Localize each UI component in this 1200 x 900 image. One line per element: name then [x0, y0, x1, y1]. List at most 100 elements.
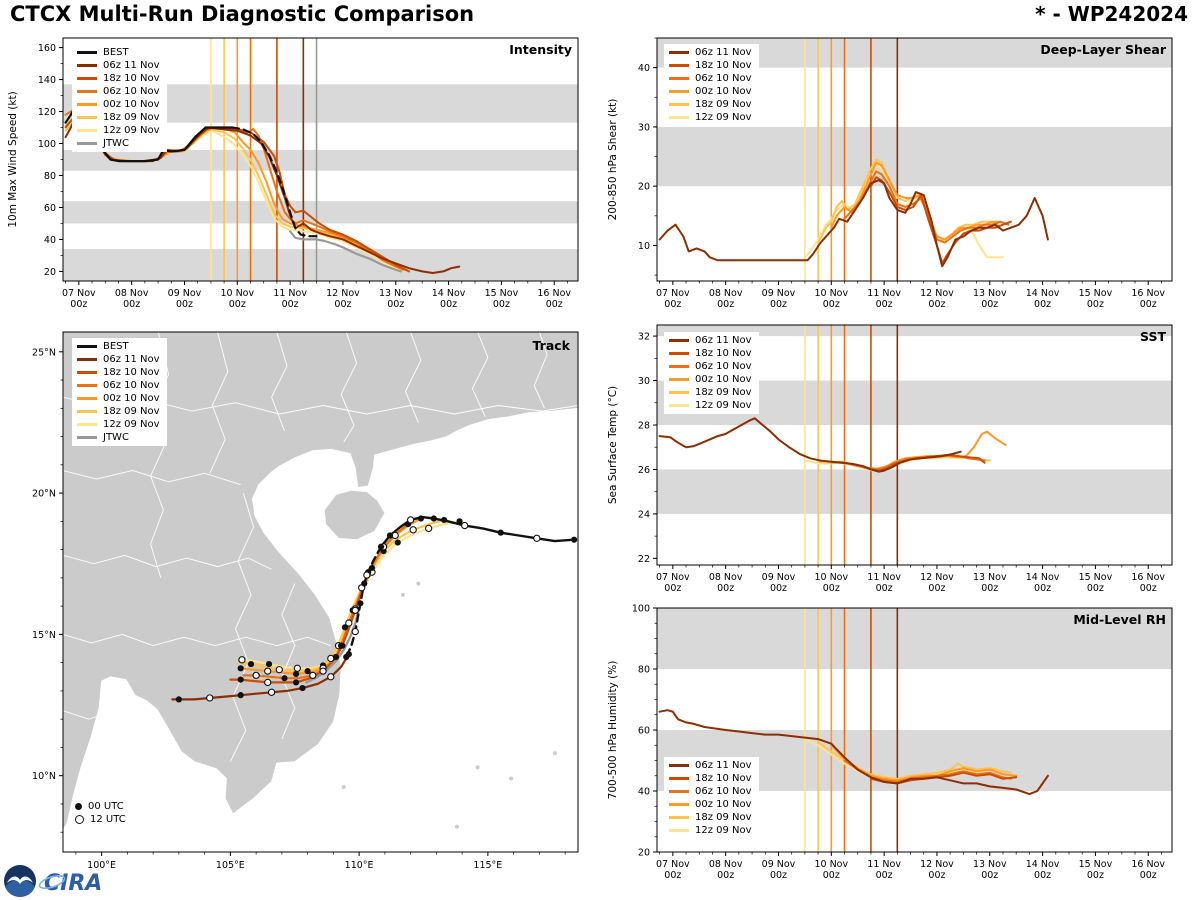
svg-text:10: 10 [638, 241, 650, 252]
fix-12utc [345, 619, 353, 627]
svg-text:00z: 00z [770, 299, 787, 310]
svg-text:07 Nov: 07 Nov [656, 859, 690, 870]
legend-label-r06z10: 06z 10 Nov [695, 73, 752, 84]
fix-00utc [394, 539, 401, 546]
svg-text:SST: SST [1140, 329, 1166, 344]
svg-text:12 Nov: 12 Nov [920, 859, 954, 870]
svg-text:30: 30 [638, 122, 650, 133]
svg-text:00z: 00z [981, 870, 998, 881]
fix-00utc [339, 642, 346, 649]
legend-swatch-best [77, 51, 97, 54]
svg-text:00z: 00z [440, 299, 457, 310]
svg-text:28: 28 [638, 421, 650, 432]
svg-text:10 Nov: 10 Nov [814, 572, 848, 583]
svg-text:00z: 00z [876, 870, 893, 881]
legend-label-r18z09: 18z 09 Nov [103, 112, 160, 123]
legend-swatch-r06z10 [669, 365, 689, 368]
fix-12utc [409, 526, 417, 534]
svg-text:08 Nov: 08 Nov [709, 288, 743, 299]
svg-text:700-500 hPa Humidity (%): 700-500 hPa Humidity (%) [607, 661, 619, 800]
svg-text:40: 40 [638, 787, 650, 798]
fix-00utc [237, 692, 244, 699]
legend-swatch-r12z09 [669, 404, 689, 407]
legend-item-r06z10: 06z 10 Nov [669, 73, 752, 84]
legend-label-r06z11: 06z 11 Nov [695, 760, 752, 771]
svg-text:09 Nov: 09 Nov [762, 288, 796, 299]
svg-text:14 Nov: 14 Nov [1026, 572, 1060, 583]
svg-text:08 Nov: 08 Nov [709, 859, 743, 870]
fix-00utc [343, 653, 350, 661]
fix-00utc [292, 670, 300, 678]
svg-text:00z: 00z [1140, 583, 1157, 594]
utc-marker-legend: 00 UTC 12 UTC [70, 798, 133, 828]
legend-item-r18z10: 18z 10 Nov [77, 73, 160, 84]
series-best [230, 126, 318, 238]
legend-swatch-r00z10 [77, 397, 97, 400]
fix-12utc [252, 671, 260, 680]
legend-item-r18z09: 18z 09 Nov [669, 812, 752, 823]
svg-text:20°N: 20°N [32, 489, 56, 500]
svg-text:00z: 00z [664, 299, 681, 310]
svg-text:32: 32 [638, 332, 650, 343]
svg-text:11 Nov: 11 Nov [273, 288, 307, 299]
svg-text:15 Nov: 15 Nov [1079, 288, 1113, 299]
svg-text:00z: 00z [1034, 583, 1051, 594]
svg-text:12 Nov: 12 Nov [920, 288, 954, 299]
legend-label-r12z09: 12z 09 Nov [695, 112, 752, 123]
legend-label-jtwc: JTWC [103, 432, 129, 443]
landmass [323, 489, 386, 541]
fix-12utc [319, 667, 327, 675]
svg-text:13 Nov: 13 Nov [379, 288, 413, 299]
legend-item-r18z09: 18z 09 Nov [669, 387, 752, 398]
filled-circle-icon [75, 803, 82, 810]
series-r06z11 [658, 709, 1049, 796]
legend-swatch-r06z11 [77, 64, 97, 67]
legend-swatch-r06z11 [669, 51, 689, 54]
svg-text:100°E: 100°E [87, 860, 116, 871]
svg-text:00z: 00z [334, 299, 351, 310]
legend-label-r18z10: 18z 10 Nov [695, 348, 752, 359]
fix-00utc [357, 600, 364, 607]
svg-text:140: 140 [38, 75, 56, 86]
fix-00utc [368, 564, 376, 572]
svg-text:08 Nov: 08 Nov [709, 572, 743, 583]
utc-legend-label: 12 UTC [90, 814, 126, 825]
legend-label-best: BEST [103, 341, 129, 352]
svg-text:00z: 00z [770, 583, 787, 594]
sst-legend: 06z 11 Nov 18z 10 Nov 06z 10 Nov 00z 10 Nov… [664, 332, 759, 414]
legend-label-r00z10: 00z 10 Nov [695, 86, 752, 97]
fix-00utc [417, 515, 425, 522]
fix-00utc [299, 684, 306, 692]
svg-text:16 Nov: 16 Nov [1131, 572, 1165, 583]
svg-text:80: 80 [44, 171, 56, 182]
fix-12utc [327, 673, 335, 681]
fix-00utc [247, 660, 255, 668]
svg-text:16 Nov: 16 Nov [1131, 859, 1165, 870]
fix-00utc [281, 675, 288, 682]
fix-00utc [441, 516, 448, 524]
svg-text:00z: 00z [387, 299, 404, 310]
series-jtwc [289, 230, 403, 273]
legend-swatch-r12z09 [77, 129, 97, 132]
fix-12utc [406, 516, 415, 524]
legend-label-jtwc: JTWC [103, 138, 129, 149]
svg-text:Track: Track [533, 338, 571, 353]
open-circle-icon [75, 815, 84, 824]
svg-text:16 Nov: 16 Nov [537, 288, 571, 299]
svg-text:12 Nov: 12 Nov [326, 288, 360, 299]
fix-00utc [456, 518, 463, 525]
legend-label-r18z10: 18z 10 Nov [695, 773, 752, 784]
svg-text:26: 26 [638, 465, 650, 476]
svg-text:00z: 00z [823, 870, 840, 881]
legend-label-r06z10: 06z 10 Nov [695, 361, 752, 372]
svg-text:30: 30 [638, 376, 650, 387]
legend-label-r06z11: 06z 11 Nov [103, 354, 160, 365]
fix-00utc [386, 532, 394, 539]
svg-text:10m Max Wind Speed (kt): 10m Max Wind Speed (kt) [7, 91, 19, 227]
svg-text:00z: 00z [981, 299, 998, 310]
agency-logos: CIRA [4, 865, 102, 897]
legend-item-best: BEST [77, 47, 160, 58]
legend-swatch-r18z09 [669, 391, 689, 394]
utc-legend-label: 00 UTC [88, 801, 124, 812]
